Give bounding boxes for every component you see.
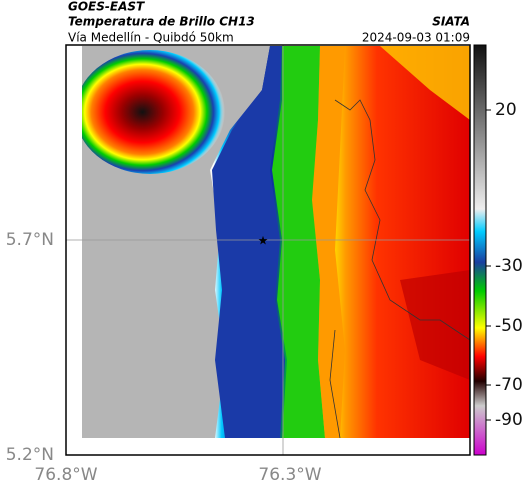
colorbar-label: -70 [495, 375, 523, 395]
satellite-image [82, 46, 470, 438]
timestamp: 2024-09-03 01:09 [362, 31, 470, 45]
colorbar-label: -50 [495, 316, 523, 336]
route-name: Vía Medellín - Quibdó 50km [68, 31, 234, 45]
lon-label: 76.8°W [34, 465, 97, 485]
lat-label: 5.7°N [6, 230, 54, 250]
colorbar-ticks: 20 -30 -50 -70 -90 [486, 100, 523, 430]
colorbar-label: -90 [495, 410, 523, 430]
source-name: SIATA [432, 15, 470, 29]
product-name: Temperatura de Brillo CH13 [68, 15, 255, 29]
lon-label: 76.3°W [258, 465, 321, 485]
map-frame [65, 44, 471, 456]
colorbar-label: 20 [495, 100, 517, 120]
location-marker: ★ [258, 234, 269, 248]
colorbar-label: -30 [495, 256, 523, 276]
lat-label: 5.2°N [6, 445, 54, 465]
satellite-name: GOES-EAST [68, 0, 145, 14]
colorbar [473, 44, 487, 456]
